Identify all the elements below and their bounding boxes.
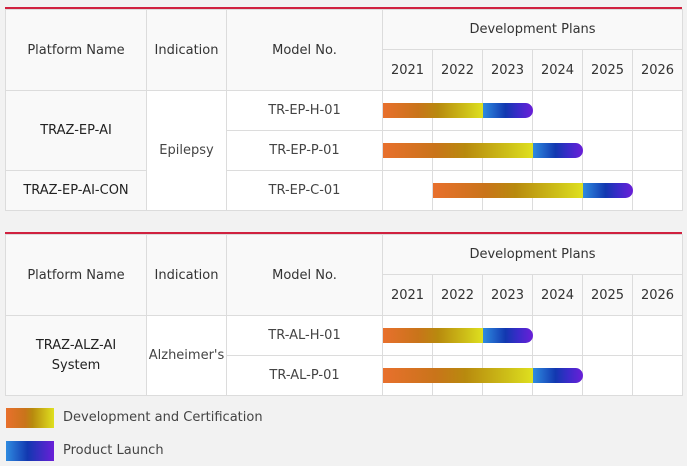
timeline-cell-2024 [532,315,583,356]
model-no-cell: TR-EP-P-01 [226,130,383,171]
model-no-cell: TR-AL-P-01 [226,355,383,396]
header-row: Platform Name Indication Model No. Developm… [5,9,684,91]
table-row: TRAZ-ALZ-AI System Alzheimer's TR-AL-H-01 [5,315,684,396]
header-year-2021: 2021 [382,274,433,316]
model-no-cell: TR-EP-C-01 [226,170,383,211]
header-development-plans: Development Plans [381,9,684,50]
timeline-cell-2022 [432,170,483,211]
timeline-cell-2022 [432,355,483,396]
timeline-cell-2024 [532,170,583,211]
indication-cell: Alzheimer's [146,315,227,396]
timeline-cell-2023 [482,130,533,171]
legend-label-development: Development and Certification [63,410,263,425]
header-development-plans: Development Plans [381,234,684,275]
platform-name-cell: TRAZ-ALZ-AI System [5,315,147,396]
header-model-no: Model No. [226,9,383,91]
development-plan-table-epilepsy: Platform Name Indication Model No. Developm… [5,7,684,211]
platform-name-cell: TRAZ-EP-AI [5,90,147,171]
legend-label-launch: Product Launch [63,443,164,458]
header-year-2026: 2026 [631,49,684,91]
plan-table: Platform Name Indication Model No. Developm… [5,234,684,396]
header-year-2026: 2026 [631,274,684,316]
timeline-cell-2022 [432,130,483,171]
legend-item-development: Development and Certification [6,408,406,430]
legend-swatch-development [6,408,54,428]
header-model-no: Model No. [226,234,383,316]
timeline-cell-2025 [582,355,633,396]
timeline-cell-2023 [482,170,533,211]
header-platform-name: Platform Name [5,234,147,316]
header-year-2022: 2022 [432,274,483,316]
timeline-cell-2026 [631,170,684,211]
timeline-cell-2026 [631,130,684,171]
header-year-2024: 2024 [532,49,583,91]
timeline-cell-2022 [432,315,483,356]
header-indication: Indication [146,9,227,91]
header-year-2025: 2025 [582,274,633,316]
timeline-cell-2021 [382,90,533,131]
header-year-2022: 2022 [432,49,483,91]
header-year-2021: 2021 [382,49,433,91]
table-row: TR-AL-P-01 [6,355,684,396]
header-indication: Indication [146,234,227,316]
header-year-2023: 2023 [482,274,533,316]
timeline-cell-2023 [482,90,533,131]
timeline-cell-2023 [482,355,533,396]
timeline-cell-2022 [432,90,483,131]
timeline-cell-2026 [631,315,684,356]
legend-swatch-launch [6,441,54,461]
timeline-cell-2021 [382,315,533,356]
header-row: Platform Name Indication Model No. Developm… [5,234,684,316]
timeline-cell-2025 [582,170,633,211]
timeline-cell-2023 [482,315,533,356]
table-row: TRAZ-EP-AI-CON TR-EP-C-01 [5,170,684,211]
timeline-cell-2021 [382,355,583,396]
legend-item-launch: Product Launch [6,441,406,463]
timeline-cell-2025 [582,130,633,171]
year-header-row: 2021 2022 2023 2024 2025 2026 [6,274,684,316]
model-no-cell: TR-EP-H-01 [226,90,383,131]
header-year-2025: 2025 [582,49,633,91]
timeline-cell-2026 [631,355,684,396]
header-platform-name: Platform Name [5,9,147,91]
header-year-2023: 2023 [482,49,533,91]
timeline-cell-2021 [382,130,583,171]
header-year-2024: 2024 [532,274,583,316]
table-row: TRAZ-EP-AI Epilepsy TR-EP-H-01 [5,90,684,211]
platform-name-cell: TRAZ-EP-AI-CON [5,170,147,211]
timeline-cell-2026 [631,90,684,131]
model-no-cell: TR-AL-H-01 [226,315,383,356]
plan-table: Platform Name Indication Model No. Developm… [5,9,684,211]
development-plan-table-alzheimers: Platform Name Indication Model No. Developm… [5,232,684,396]
timeline-cell-2024 [532,130,583,171]
year-header-row: 2021 2022 2023 2024 2025 2026 [6,49,684,91]
timeline-cell-2025 [582,315,633,356]
timeline-cell-2021 [382,170,633,211]
timeline-cell-2024 [532,355,583,396]
timeline-cell-2024 [532,90,583,131]
indication-cell: Epilepsy [146,90,227,211]
timeline-cell-2025 [582,90,633,131]
